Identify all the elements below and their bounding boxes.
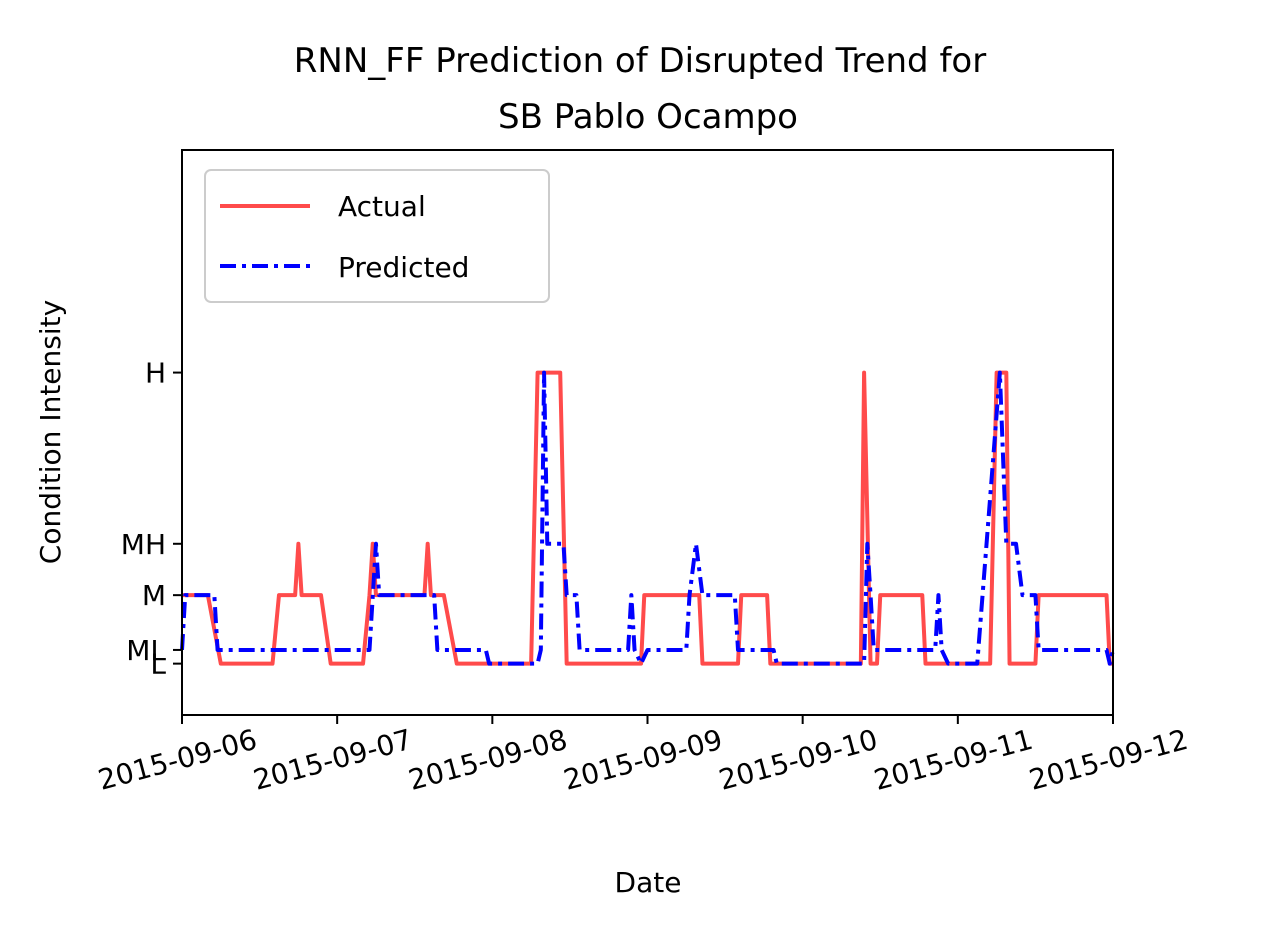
y-tick-label: ML: [126, 634, 166, 667]
y-tick-label: L: [150, 648, 166, 681]
y-tick-label: H: [145, 357, 166, 390]
y-tick-label: MH: [121, 528, 166, 561]
legend-predicted-label: Predicted: [338, 251, 469, 284]
x-tick-label: 2015-09-12: [1026, 723, 1192, 797]
legend: Actual Predicted: [204, 169, 550, 303]
chart-title: RNN_FF Prediction of Disrupted Trend for: [294, 41, 986, 81]
y-axis-label: Condition Intensity: [34, 300, 67, 564]
x-tick-label: 2015-09-07: [250, 723, 416, 797]
legend-frame: [204, 169, 550, 303]
x-tick-label: 2015-09-09: [560, 723, 726, 797]
x-tick-label: 2015-09-10: [715, 723, 881, 797]
x-tick-label: 2015-09-08: [405, 723, 571, 797]
x-axis-label: Date: [615, 866, 682, 899]
series-actual-line: [182, 370, 1113, 666]
legend-actual-label: Actual: [338, 190, 426, 223]
y-tick-label: M: [142, 579, 166, 612]
x-tick-label: 2015-09-11: [871, 723, 1037, 797]
series-predicted-line: [180, 370, 1115, 666]
x-tick-label: 2015-09-06: [95, 723, 261, 797]
chart-title-line2: SB Pablo Ocampo: [498, 97, 798, 137]
